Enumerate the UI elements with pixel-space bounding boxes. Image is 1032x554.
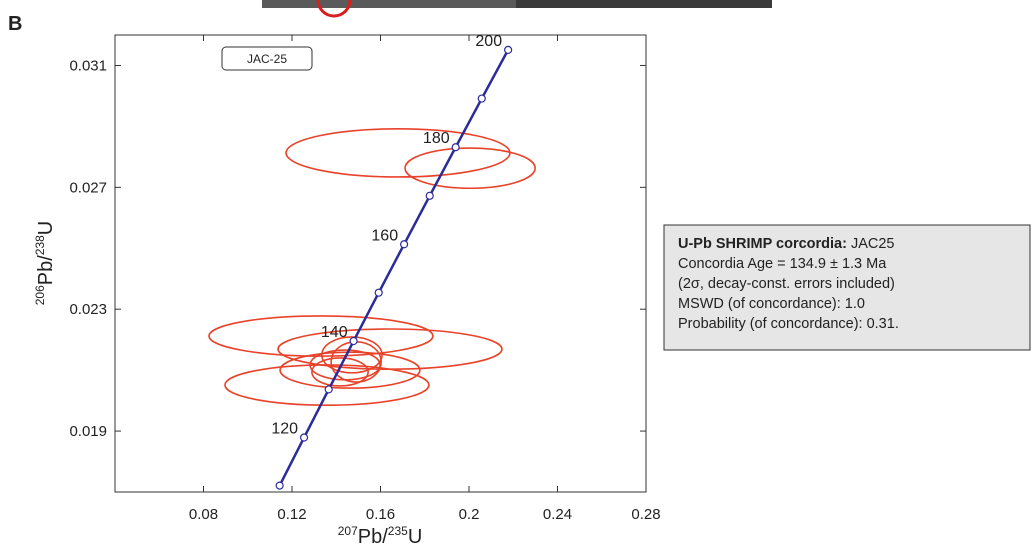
concordia-point bbox=[425, 191, 434, 200]
error-ellipse bbox=[404, 147, 536, 190]
x-tick-label: 0.12 bbox=[277, 506, 306, 523]
y-tick-label: 0.031 bbox=[69, 57, 107, 74]
concordia-point bbox=[451, 143, 460, 152]
age-label: 180 bbox=[423, 130, 450, 147]
axis-label-text: Pb/ bbox=[358, 526, 388, 548]
error-ellipse bbox=[279, 351, 421, 389]
info-box bbox=[663, 224, 1031, 351]
concordia-point bbox=[374, 288, 383, 297]
age-label: 160 bbox=[371, 227, 398, 244]
info-title-rest: JAC25 bbox=[847, 236, 895, 252]
age-label: 120 bbox=[271, 421, 298, 438]
cropped-photo-dark bbox=[516, 0, 772, 8]
error-ellipse bbox=[330, 340, 382, 383]
sample-label-box bbox=[221, 46, 313, 71]
concordia-point bbox=[299, 433, 309, 442]
y-label_parts: 206Pb/238U bbox=[33, 221, 57, 306]
concordia-point bbox=[504, 45, 513, 54]
info-line: MSWD (of concordance): 1.0 bbox=[678, 296, 865, 312]
x-tick-label: 0.28 bbox=[631, 506, 660, 523]
error-ellipse bbox=[321, 336, 383, 374]
plot: 0.08 0.12 0.16 0.2 0.24 0.28 0.019 0.023 0.027 0.… bbox=[33, 33, 661, 548]
sample-label: JAC-25 bbox=[247, 52, 287, 66]
plot-frame bbox=[114, 34, 647, 493]
age-label: 140 bbox=[321, 324, 348, 341]
axis-label-text: Pb/ bbox=[35, 255, 57, 285]
axis-label-sup: 235 bbox=[388, 524, 408, 538]
error-ellipse bbox=[277, 328, 503, 371]
concordia-point bbox=[477, 94, 486, 103]
y-tick-label: 0.023 bbox=[69, 301, 107, 318]
axis-label-sup: 238 bbox=[33, 235, 47, 255]
info-title-bold: U-Pb SHRIMP corcordia: bbox=[678, 236, 847, 252]
panel-label: B bbox=[8, 13, 22, 35]
error-ellipse bbox=[311, 357, 369, 387]
axis-label-text: U bbox=[408, 526, 422, 548]
info-line: Probability (of concordance): 0.31. bbox=[678, 316, 899, 332]
y-tick-label: 0.019 bbox=[69, 423, 107, 440]
concordia-line bbox=[278, 49, 510, 487]
concordia-point bbox=[400, 240, 409, 249]
info-line: (2σ, decay-const. errors included) bbox=[678, 276, 895, 292]
x-tick-label: 0.24 bbox=[543, 506, 572, 523]
x-tick-label: 0.08 bbox=[189, 506, 218, 523]
info-title: U-Pb SHRIMP corcordia: JAC25 bbox=[678, 236, 895, 252]
x-tick-label: 0.16 bbox=[366, 506, 395, 523]
error-ellipse bbox=[208, 315, 434, 357]
cropped-photo-mark bbox=[316, 0, 352, 18]
y-tick-label: 0.027 bbox=[69, 179, 107, 196]
concordia-point bbox=[275, 481, 284, 490]
axis-label-sup: 207 bbox=[338, 524, 358, 538]
axis-label-text: U bbox=[35, 221, 57, 235]
info-line: Concordia Age = 134.9 ± 1.3 Ma bbox=[678, 256, 887, 272]
concordia-point bbox=[324, 385, 333, 394]
age-label: 200 bbox=[475, 33, 502, 50]
error-ellipse bbox=[285, 128, 511, 178]
concordia-point bbox=[349, 336, 358, 346]
x-label_parts: 207Pb/235U bbox=[338, 524, 423, 548]
axis-label-sup: 206 bbox=[33, 285, 47, 305]
x-tick-label: 0.2 bbox=[459, 506, 480, 523]
